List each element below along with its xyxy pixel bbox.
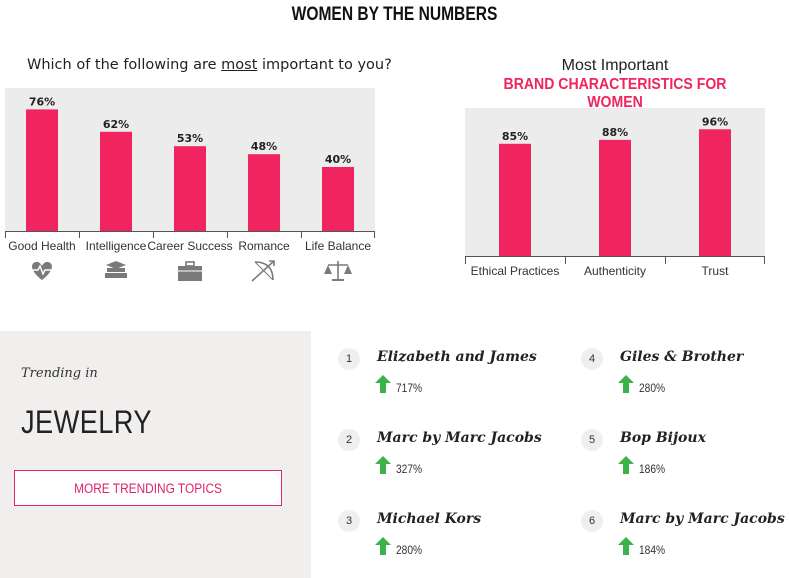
brand-name: Bop Bijoux <box>620 430 706 446</box>
bar-romance <box>248 154 280 231</box>
trend-up-arrow-icon <box>618 537 634 555</box>
rank-badge: 5 <box>581 429 603 451</box>
rank-badge: 1 <box>338 348 360 370</box>
bar-ethical-practices <box>499 143 531 256</box>
brand-chart-title-line1: Most Important <box>561 57 669 74</box>
books-icon <box>105 261 127 278</box>
bar-career-success <box>174 146 206 231</box>
bar-life-balance <box>322 167 354 231</box>
bar-value-label: 48% <box>251 140 277 153</box>
briefcase-icon <box>178 261 202 281</box>
bar-value-label: 96% <box>702 115 728 128</box>
more-trending-topics-button[interactable]: MORE TRENDING TOPICS <box>14 470 282 506</box>
trending-panel <box>0 331 311 578</box>
category-label: Intelligence <box>86 239 147 253</box>
brand-chart-title-line2: BRAND CHARACTERISTICS FOR WOMEN <box>503 76 727 111</box>
trend-up-arrow-icon <box>618 456 634 474</box>
trend-percentage: 327% <box>396 462 423 476</box>
trend-percentage: 717% <box>396 381 423 395</box>
brand-name: Michael Kors <box>377 511 482 527</box>
category-label: Authenticity <box>584 264 646 278</box>
bar-value-label: 85% <box>502 130 528 143</box>
trending-label: Trending in <box>21 366 98 381</box>
rank-badge: 2 <box>338 429 360 451</box>
bar-value-label: 88% <box>602 126 628 139</box>
category-label: Romance <box>238 239 290 253</box>
trending-item[interactable]: 3 Michael Kors 280% <box>338 510 538 570</box>
bar-intelligence <box>100 131 132 231</box>
bar-value-label: 76% <box>29 95 55 108</box>
trend-up-arrow-icon <box>375 537 391 555</box>
bar-authenticity <box>599 139 631 256</box>
importance-bar-chart: 76% Good Health 62% Intelligence 53% Career S… <box>5 88 375 282</box>
bar-trust <box>699 129 731 256</box>
trending-item[interactable]: 1 Elizabeth and James 717% <box>338 348 538 408</box>
brand-name: Marc by Marc Jacobs <box>377 430 542 446</box>
heart-pulse-icon <box>32 261 52 280</box>
rank-badge: 3 <box>338 510 360 532</box>
trending-item[interactable]: 2 Marc by Marc Jacobs 327% <box>338 429 542 489</box>
category-label: Good Health <box>8 239 75 253</box>
page-title: WOMEN BY THE NUMBERS <box>291 4 498 25</box>
bar-value-label: 40% <box>325 153 351 166</box>
brand-name: Marc by Marc Jacobs <box>620 511 785 527</box>
brand-name: Elizabeth and James <box>377 349 537 365</box>
importance-title-post: important to you? <box>257 57 392 73</box>
trending-item[interactable]: 6 Marc by Marc Jacobs 184% <box>581 510 785 570</box>
trend-percentage: 280% <box>396 543 423 557</box>
category-label: Career Success <box>147 239 232 253</box>
scales-icon <box>324 261 352 281</box>
trend-percentage: 280% <box>639 381 666 395</box>
bar-value-label: 62% <box>103 118 129 131</box>
trending-item[interactable]: 5 Bop Bijoux 186% <box>581 429 781 489</box>
more-trending-topics-label: MORE TRENDING TOPICS <box>74 481 222 496</box>
brand-name: Giles & Brother <box>620 349 744 365</box>
rank-badge: 6 <box>581 510 603 532</box>
trend-percentage: 186% <box>639 462 666 476</box>
trending-category: JEWELRY <box>21 404 152 440</box>
importance-title-emphasis: most <box>221 57 258 73</box>
trend-up-arrow-icon <box>375 456 391 474</box>
bar-value-label: 53% <box>177 132 203 145</box>
category-label: Life Balance <box>305 239 371 253</box>
category-label: Trust <box>702 264 730 278</box>
bar-good-health <box>26 109 58 231</box>
importance-chart-title: Which of the following are most importan… <box>27 57 392 73</box>
rank-badge: 4 <box>581 348 603 370</box>
trending-item[interactable]: 4 Giles & Brother 280% <box>581 348 781 408</box>
cupid-arrow-icon <box>251 260 275 282</box>
trend-up-arrow-icon <box>375 375 391 393</box>
trend-percentage: 184% <box>639 543 666 557</box>
category-label: Ethical Practices <box>471 264 560 278</box>
importance-title-pre: Which of the following are <box>27 57 222 73</box>
trend-up-arrow-icon <box>618 375 634 393</box>
brand-characteristics-bar-chart: 85% Ethical Practices 88% Authenticity 96% Tr… <box>465 108 765 278</box>
